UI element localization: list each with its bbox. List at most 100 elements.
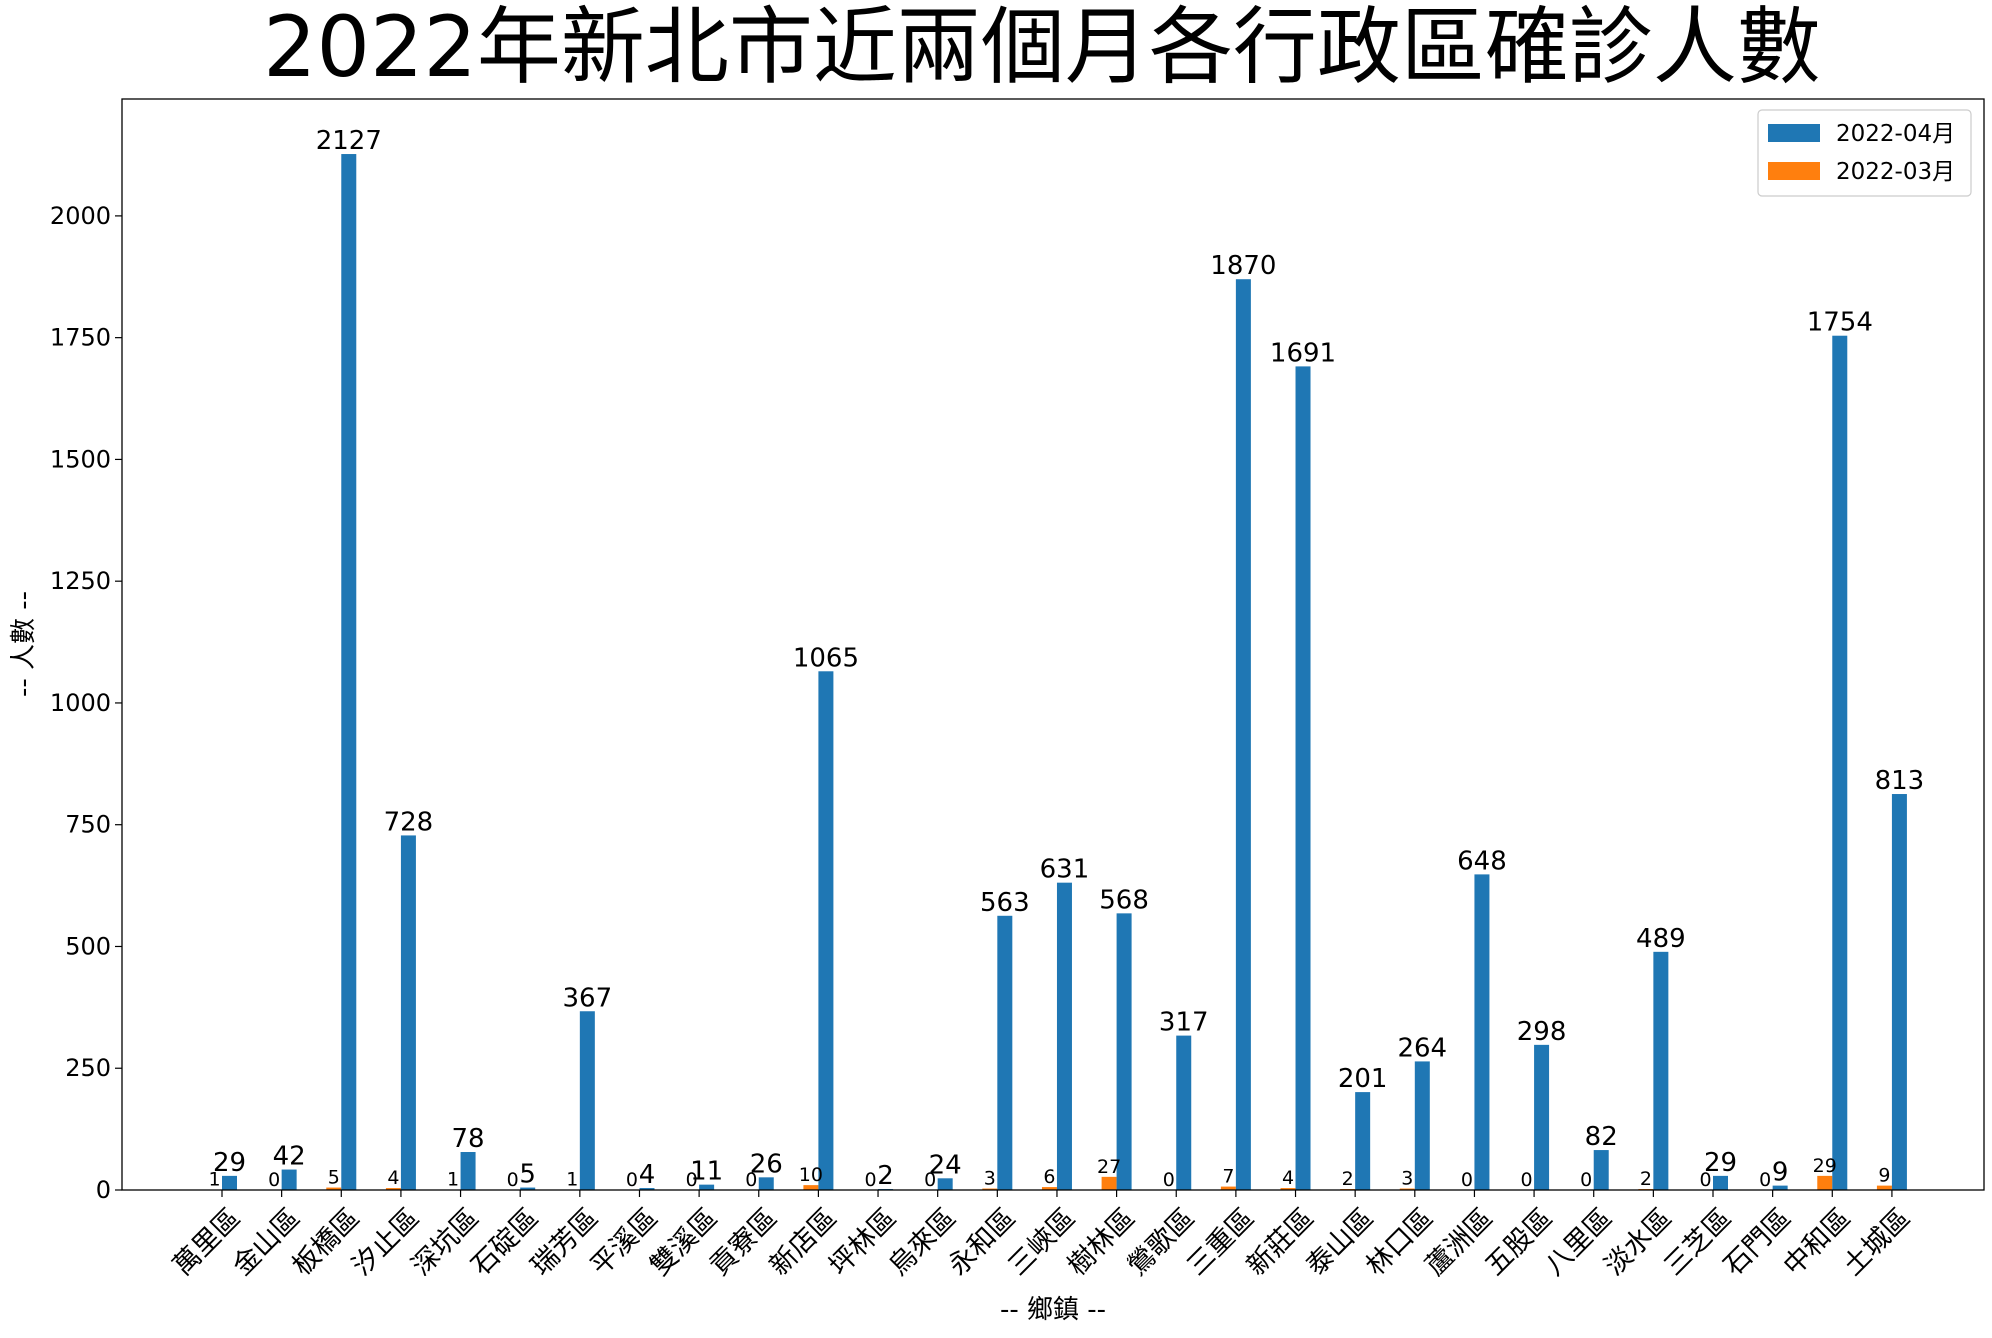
bar-2022-04 — [1235, 279, 1251, 1190]
data-label-2022-03: 1 — [447, 1169, 459, 1191]
data-label-2022-04: 317 — [1159, 1008, 1209, 1038]
x-tick-label: 八里區 — [1539, 1203, 1618, 1282]
y-tick-label: 1500 — [50, 445, 111, 473]
legend-label: 2022-04月 — [1836, 121, 1955, 147]
y-tick-label: 750 — [65, 811, 111, 839]
data-label-2022-04: 1754 — [1807, 308, 1873, 338]
x-tick-label: 林口區 — [1360, 1203, 1439, 1282]
x-tick-label: 三峽區 — [1002, 1203, 1081, 1282]
data-label-2022-04: 29 — [1704, 1148, 1737, 1178]
data-label-2022-03: 0 — [1699, 1169, 1711, 1191]
x-tick-label: 平溪區 — [585, 1203, 664, 1282]
y-tick-label: 250 — [65, 1054, 111, 1082]
x-tick-label: 永和區 — [943, 1203, 1022, 1282]
y-tick-label: 0 — [96, 1176, 111, 1204]
data-label-2022-03: 9 — [1878, 1165, 1890, 1187]
data-label-2022-04: 11 — [690, 1157, 723, 1187]
data-label-2022-03: 0 — [1580, 1169, 1592, 1191]
data-label-2022-03: 0 — [745, 1169, 757, 1191]
bar-2022-04 — [1414, 1061, 1430, 1190]
data-label-2022-04: 1691 — [1270, 338, 1336, 368]
bar-2022-04 — [1176, 1035, 1192, 1190]
data-label-2022-03: 6 — [1043, 1166, 1055, 1188]
y-tick-label: 500 — [65, 932, 111, 960]
data-label-2022-04: 1870 — [1210, 251, 1276, 281]
data-label-2022-03: 0 — [626, 1169, 638, 1191]
data-label-2022-03: 1 — [208, 1169, 220, 1191]
x-tick-label: 金山區 — [227, 1203, 306, 1282]
data-label-2022-03: 5 — [328, 1167, 340, 1189]
data-label-2022-04: 728 — [384, 807, 434, 837]
data-label-2022-03: 27 — [1097, 1156, 1121, 1178]
bar-2022-04 — [937, 1178, 953, 1190]
data-label-2022-04: 2 — [877, 1161, 894, 1191]
bar-2022-04 — [1653, 951, 1669, 1190]
data-label-2022-03: 10 — [799, 1164, 823, 1186]
data-label-2022-03: 4 — [1282, 1167, 1294, 1189]
plot-frame — [121, 98, 1985, 1191]
legend-label: 2022-03月 — [1836, 159, 1955, 185]
bar-2022-04 — [1593, 1150, 1609, 1190]
legend: 2022-04月 2022-03月 — [1757, 109, 1972, 197]
data-label-2022-03: 0 — [507, 1169, 519, 1191]
legend-swatch — [1768, 124, 1820, 142]
x-tick-label: 烏來區 — [883, 1203, 962, 1282]
data-label-2022-03: 1 — [566, 1169, 578, 1191]
data-label-2022-03: 0 — [864, 1169, 876, 1191]
data-label-2022-04: 24 — [929, 1150, 962, 1180]
bar-2022-04 — [579, 1011, 595, 1190]
bar-2022-04 — [1295, 366, 1311, 1190]
bar-2022-03 — [1817, 1175, 1833, 1190]
data-label-2022-04: 5 — [519, 1160, 536, 1190]
data-label-2022-03: 0 — [1521, 1169, 1533, 1191]
x-tick-label: 淡水區 — [1599, 1203, 1678, 1282]
x-tick-label: 汐止區 — [346, 1203, 425, 1282]
data-label-2022-04: 78 — [452, 1124, 485, 1154]
x-tick-label: 雙溪區 — [644, 1203, 723, 1282]
bar-2022-04 — [1772, 1185, 1788, 1190]
data-label-2022-03: 0 — [1461, 1169, 1473, 1191]
x-tick-label: 中和區 — [1778, 1203, 1857, 1282]
bar-2022-04 — [1713, 1175, 1728, 1190]
data-label-2022-03: 4 — [387, 1167, 399, 1189]
y-tick-label: 1250 — [50, 567, 111, 595]
data-label-2022-04: 489 — [1636, 924, 1686, 954]
bar-2022-03 — [1399, 1188, 1415, 1190]
x-tick-label: 土城區 — [1837, 1203, 1916, 1282]
x-tick-label: 三芝區 — [1658, 1203, 1737, 1282]
data-label-2022-04: 648 — [1457, 846, 1507, 876]
data-label-2022-04: 82 — [1585, 1122, 1618, 1152]
bar-2022-04 — [1355, 1092, 1371, 1190]
plot-area: 025050075010001250150017502000129萬里區042金… — [50, 126, 1924, 1282]
data-label-2022-04: 4 — [639, 1160, 656, 1190]
data-label-2022-03: 3 — [1401, 1168, 1413, 1190]
bar-2022-04 — [460, 1152, 476, 1190]
x-tick-label: 貢寮區 — [704, 1203, 783, 1282]
bar-2022-04 — [1056, 882, 1072, 1190]
bar-2022-04 — [1116, 913, 1132, 1190]
x-tick-label: 瑞芳區 — [525, 1203, 604, 1282]
data-label-2022-04: 568 — [1099, 885, 1149, 915]
bar-2022-04 — [1534, 1044, 1550, 1190]
x-tick-label: 鶯歌區 — [1122, 1203, 1201, 1282]
bar-2022-04 — [400, 835, 416, 1190]
bar-2022-04 — [1474, 874, 1490, 1190]
x-tick-label: 新店區 — [764, 1203, 843, 1282]
x-tick-label: 萬里區 — [167, 1203, 246, 1282]
bar-2022-03 — [1220, 1186, 1236, 1190]
bar-2022-03 — [982, 1188, 998, 1190]
bar-2022-04 — [699, 1184, 715, 1190]
data-label-2022-04: 9 — [1772, 1158, 1789, 1188]
x-tick-label: 蘆洲區 — [1420, 1203, 1499, 1282]
bar-2022-04 — [997, 915, 1013, 1190]
bar-2022-04 — [818, 671, 834, 1190]
data-label-2022-04: 631 — [1040, 855, 1090, 885]
data-label-2022-04: 1065 — [793, 643, 859, 673]
bar-2022-04 — [281, 1169, 297, 1190]
data-label-2022-03: 0 — [686, 1169, 698, 1191]
x-tick-label: 坪林區 — [823, 1203, 902, 1282]
chart-title: 2022年新北市近兩個月各行政區確診人數 — [263, 0, 1821, 96]
y-tick-label: 2000 — [50, 202, 111, 230]
data-label-2022-04: 26 — [750, 1149, 783, 1179]
